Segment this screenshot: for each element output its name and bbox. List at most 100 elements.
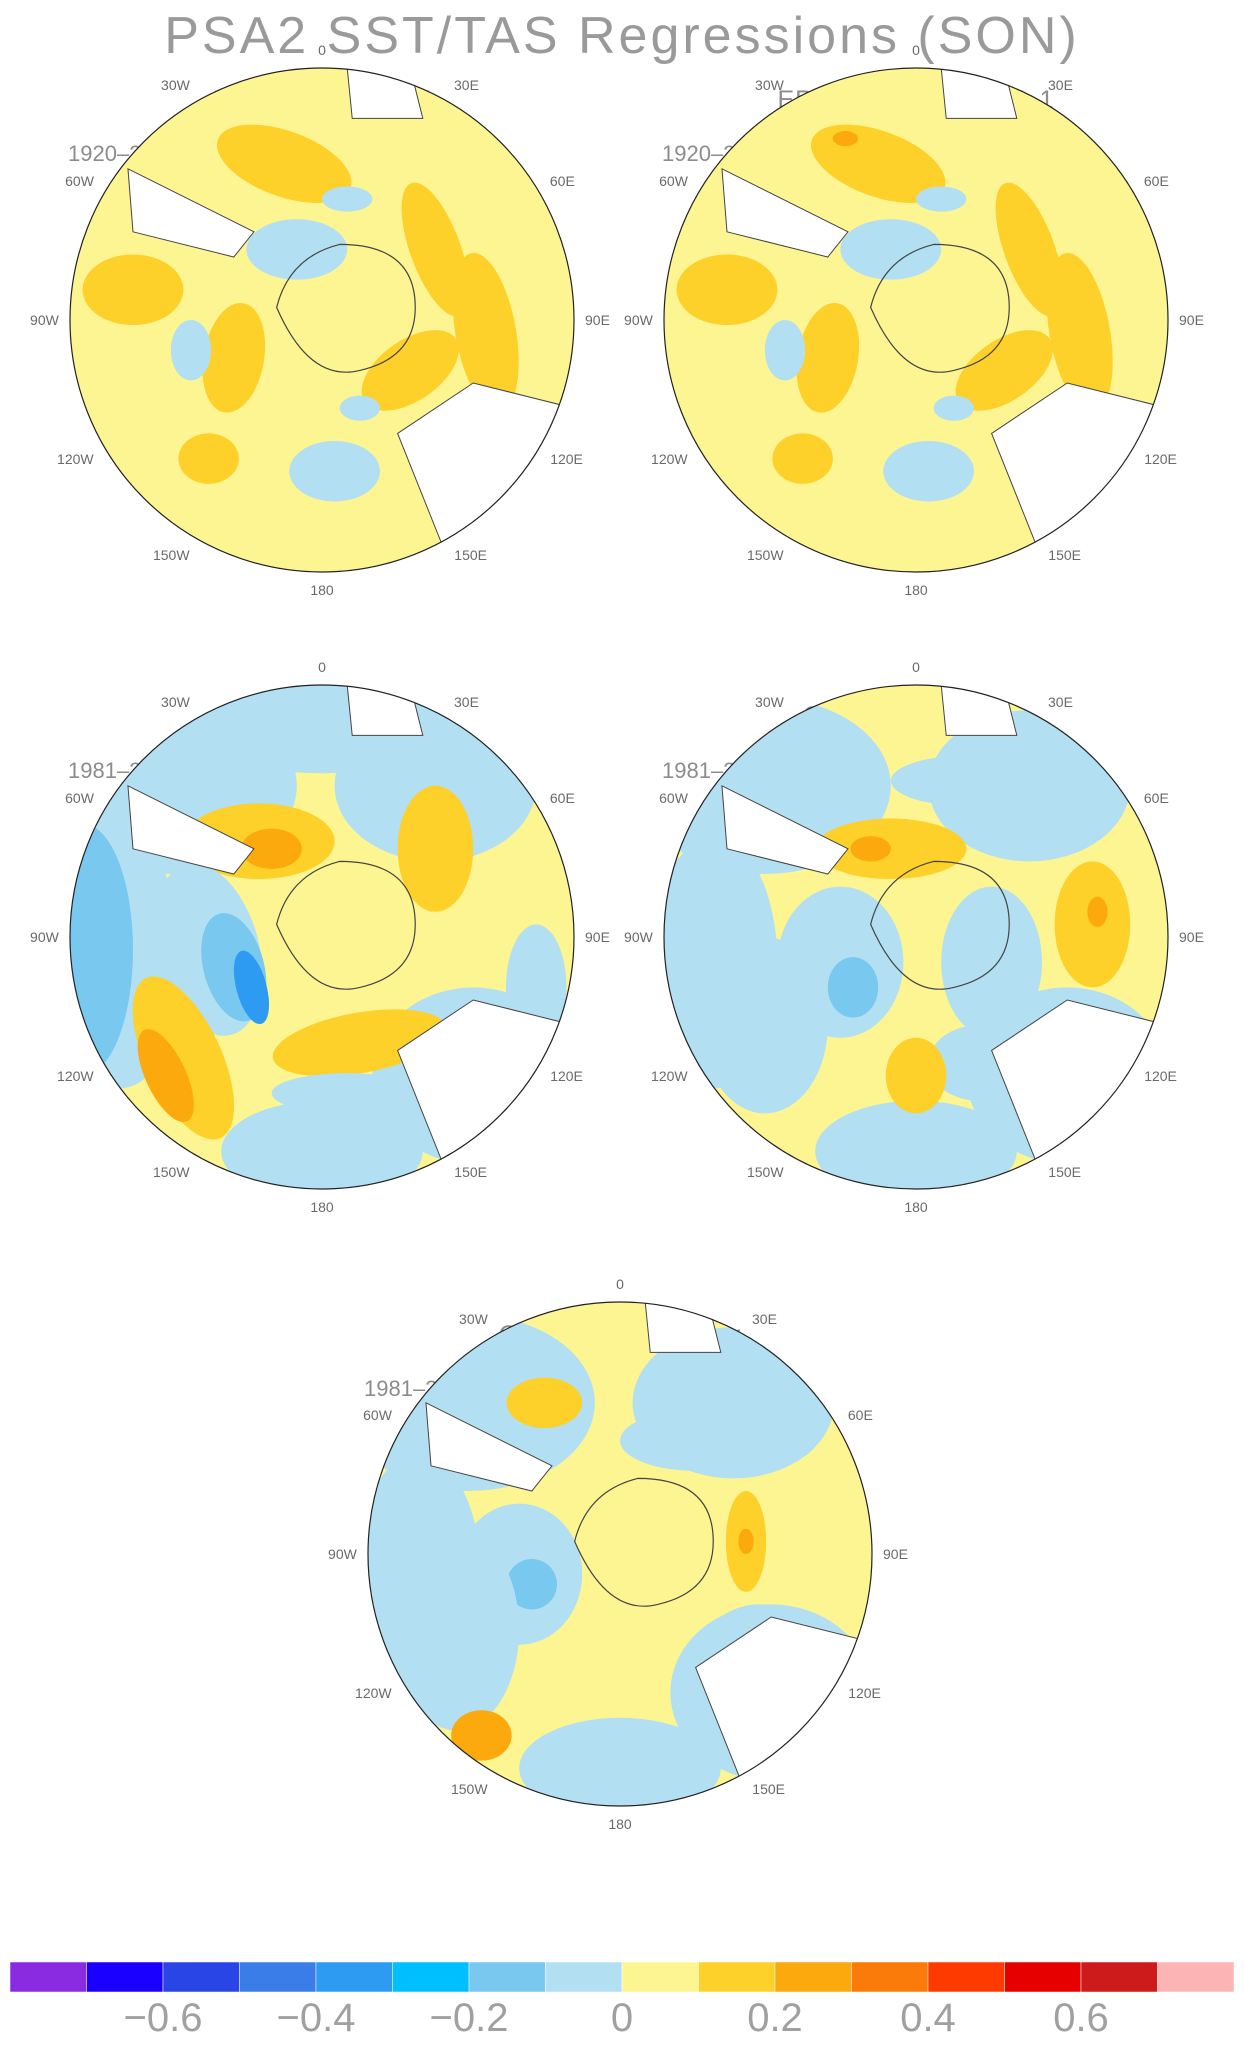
longitude-label: 150E [1048, 546, 1082, 563]
longitude-label: 180 [310, 1199, 334, 1215]
longitude-label: 150E [454, 1163, 488, 1180]
longitude-label: 90W [624, 929, 653, 945]
anomaly-region [995, 182, 1064, 317]
longitude-label: 30W [755, 77, 784, 94]
longitude-label: 120E [1144, 1068, 1177, 1084]
anomaly-region [827, 957, 879, 1018]
colorbar-tick-label: −0.6 [123, 1996, 203, 2040]
anomaly-region [701, 937, 828, 1114]
longitude-label: 0 [912, 42, 920, 58]
map-boundary [367, 1301, 873, 1807]
map-boundary [663, 67, 1169, 573]
polar-map [367, 1301, 873, 1807]
colorbar-swatch [774, 1962, 852, 1992]
longitude-label: 150W [152, 1163, 190, 1180]
longitude-label: 90W [30, 312, 59, 328]
colorbar-swatch [927, 1962, 1005, 1992]
colorbar-swatch [698, 1962, 776, 1992]
south-america-land [721, 784, 849, 875]
map-boundary [69, 684, 575, 1190]
antarctica-outline [870, 243, 1010, 373]
colorbar-swatch [315, 1962, 393, 1992]
longitude-label: 90E [1178, 312, 1204, 328]
longitude-label: 120W [651, 1068, 688, 1084]
south-america-land [127, 784, 255, 875]
longitude-label: 120E [1144, 451, 1177, 467]
longitude-label: 120W [57, 1068, 94, 1084]
anomaly-region [506, 1377, 583, 1428]
anomaly-region [916, 186, 967, 212]
longitude-label: 120E [848, 1685, 881, 1701]
colorbar-swatch [10, 1962, 87, 1992]
anomaly-region [890, 755, 1042, 806]
longitude-label: 60W [659, 173, 688, 189]
anomaly-region [796, 302, 860, 413]
longitude-label: 90E [584, 929, 610, 945]
colorbar-tick-label: −0.4 [276, 1996, 356, 2040]
longitude-label: 0 [318, 659, 326, 675]
longitude-label: 90W [328, 1546, 357, 1562]
anomaly-region [840, 219, 942, 280]
longitude-label: 0 [318, 42, 326, 58]
longitude-label: 180 [608, 1816, 632, 1832]
anomaly-region [941, 886, 1042, 1038]
colorbar-swatch [468, 1962, 546, 1992]
polar-map [663, 684, 1169, 1190]
longitude-label: 60E [847, 1407, 873, 1423]
figure-title: PSA2 SST/TAS Regressions (SON) [164, 7, 1080, 65]
anomaly-region [676, 254, 778, 326]
anomaly-region [233, 950, 270, 1025]
colorbar-tick-label: −0.2 [429, 1996, 509, 2040]
colorbar-tick-label: 0.4 [900, 1996, 956, 2040]
anomaly-region [720, 1390, 822, 1466]
longitude-label: 30E [1047, 77, 1073, 94]
colorbar-swatch [1004, 1962, 1082, 1992]
colorbar-swatch [545, 1962, 623, 1992]
longitude-label: 30W [161, 694, 190, 711]
colorbar-swatch [86, 1962, 164, 1992]
longitude-label: 30E [1047, 694, 1073, 711]
longitude-label: 30W [459, 1311, 488, 1328]
longitude-label: 150E [1048, 1163, 1082, 1180]
longitude-label: 60W [363, 1407, 392, 1423]
longitude-label: 60W [65, 790, 94, 806]
anomaly-region [339, 395, 380, 421]
anomaly-region [815, 1100, 1017, 1189]
longitude-label: 150W [152, 546, 190, 563]
anomaly-region [241, 828, 302, 869]
anomaly-region [361, 330, 459, 411]
longitude-label: 120W [651, 451, 688, 467]
colorbar-tick-label: 0 [610, 1996, 634, 2040]
longitude-label: 120W [57, 451, 94, 467]
longitude-label: 60W [65, 173, 94, 189]
antarctica-outline [276, 860, 416, 990]
longitude-label: 90E [1178, 929, 1204, 945]
anomaly-region [322, 186, 373, 212]
colorbar-swatch [392, 1962, 470, 1992]
polar-map [69, 684, 575, 1190]
longitude-label: 150W [746, 1163, 784, 1180]
longitude-label: 60E [1143, 173, 1169, 189]
longitude-label: 30W [755, 694, 784, 711]
anomaly-region [82, 254, 184, 326]
longitude-label: 30E [453, 77, 479, 94]
colorbar-swatch [1080, 1962, 1158, 1992]
anomaly-region [393, 1528, 520, 1731]
colorbar [10, 1962, 1234, 1992]
longitude-label: 150W [746, 546, 784, 563]
anomaly-region [221, 1100, 423, 1189]
longitude-label: 90W [624, 312, 653, 328]
colorbar-tick-label: 0.2 [747, 1996, 803, 2040]
antarctica-outline [574, 1477, 714, 1607]
south-america-land [127, 167, 255, 258]
anomaly-region [289, 440, 380, 502]
south-america-land [425, 1401, 553, 1492]
longitude-label: 60E [549, 173, 575, 189]
anomaly-region [832, 131, 859, 147]
anomaly-region [216, 124, 352, 203]
longitude-label: 60E [549, 790, 575, 806]
longitude-label: 90W [30, 929, 59, 945]
anomaly-region [933, 395, 974, 421]
colorbar-swatch [162, 1962, 240, 1992]
anomaly-region [883, 440, 974, 502]
